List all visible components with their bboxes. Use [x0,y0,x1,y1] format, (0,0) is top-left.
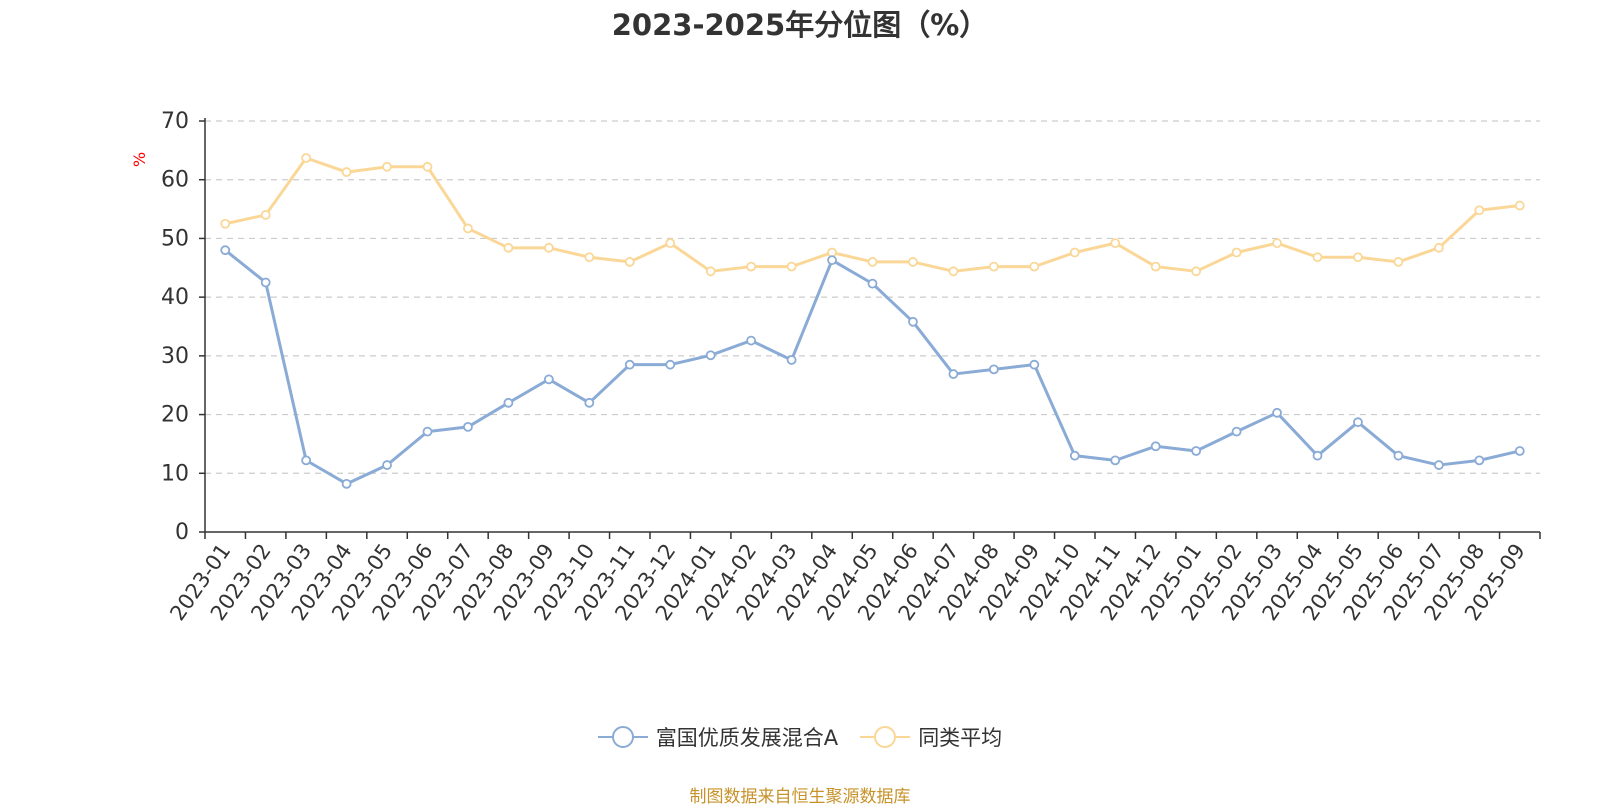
data-point [543,242,554,253]
data-point [1514,446,1525,456]
data-point [1353,417,1363,428]
data-point [1312,252,1323,263]
data-point [948,369,959,379]
y-tick-label: 0 [175,520,189,545]
data-point [1191,446,1202,456]
data-point [786,355,797,365]
data-point [1029,359,1040,370]
data-point [1272,407,1282,418]
line-chart: 0 10 20 30 40 50 60 70 2023-012023-022023-03202… [161,109,1541,625]
legend-item-series-0[interactable]: 富国优质发展混合A [597,722,839,752]
data-point [1231,247,1242,258]
legend: 富国优质发展混合A 同类平均 [0,722,1600,752]
data-point [1029,261,1040,272]
data-point [463,223,473,234]
data-point [422,426,433,437]
data-point [1069,450,1080,461]
data-point [948,266,959,277]
y-tick-label: 20 [161,403,189,428]
data-point [341,478,352,489]
data-point [867,257,878,267]
data-point [786,261,797,272]
data-point [908,316,918,327]
data-point [1474,455,1485,466]
data-point [503,397,514,408]
data-point [220,245,231,256]
legend-label-series-1: 同类平均 [918,726,1003,750]
legend-label-series-0: 富国优质发展混合A [655,726,839,750]
x-axis: 2023-012023-022023-032023-042023-052023-… [165,531,1541,625]
y-axis: 0 10 20 30 40 50 60 70 [161,109,206,545]
y-tick-label: 70 [161,109,189,134]
data-point [260,210,271,220]
data-point [301,455,312,466]
data-point [543,374,554,385]
data-point [382,460,392,470]
data-point [584,252,595,263]
data-point [665,238,676,249]
data-point [988,364,999,375]
legend-item-series-1[interactable]: 同类平均 [860,722,1002,752]
data-point [867,278,878,289]
data-point [827,255,837,266]
legend-marker-series-1 [860,726,911,748]
data-point [665,359,676,370]
data-point [1110,455,1121,466]
data-point [1393,257,1404,267]
data-point [1191,266,1202,277]
data-point [503,242,514,253]
legend-marker-series-0 [597,726,648,748]
data-point [301,153,312,163]
y-tick-label: 60 [161,168,189,193]
data-point [1433,242,1444,253]
y-tick-label: 40 [161,285,189,310]
data-point [705,266,716,277]
data-point [1069,247,1080,258]
data-point [746,335,757,346]
data-point [1514,200,1525,211]
data-point [382,161,392,172]
data-source-note: 制图数据来自恒生聚源数据库 [689,787,911,807]
grid-lines [205,120,1540,474]
series-1 [220,153,1525,277]
data-point [1110,238,1121,249]
data-point [1393,450,1404,461]
data-point [422,161,433,172]
series-0 [220,245,1525,489]
data-point [341,167,352,177]
data-point [624,359,635,370]
data-point [260,277,271,288]
data-point [705,350,716,361]
y-tick-label: 10 [161,461,189,486]
data-point [1272,238,1282,249]
data-point [220,218,231,229]
data-point [1433,460,1444,470]
data-point [1150,261,1161,272]
chart-title: 2023-2025年分位图（%） [611,8,989,42]
data-point [1231,426,1242,437]
y-tick-label: 50 [161,226,189,251]
series-line-1 [224,156,1520,273]
data-point [624,257,635,267]
data-point [988,261,999,272]
data-point [1312,450,1323,461]
data-point [746,261,757,272]
data-point [1353,252,1363,263]
data-point [584,397,595,408]
data-point [908,257,918,267]
data-point [1474,205,1485,216]
data-point [463,422,473,432]
y-tick-label: 30 [161,344,189,369]
series-layer [220,153,1525,489]
data-point [1150,441,1161,452]
